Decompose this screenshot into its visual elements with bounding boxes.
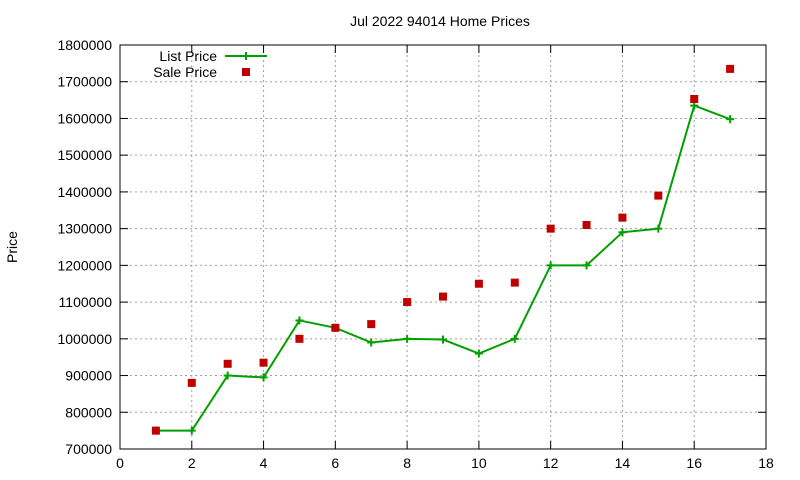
y-tick-label: 1500000 [57, 147, 112, 163]
sale-price-point [510, 278, 519, 287]
sale-price-point [331, 323, 340, 332]
sale-price-point [654, 191, 663, 200]
sale-price-point [439, 292, 447, 301]
sale-price-point [223, 359, 232, 368]
sale-price-point [582, 220, 591, 229]
sale-price-point [546, 224, 555, 233]
sale-price-point [474, 279, 483, 288]
y-tick-label: 1200000 [57, 257, 112, 273]
sale-price-point [259, 358, 268, 367]
chart-title: Jul 2022 94014 Home Prices [350, 13, 530, 29]
x-tick-label: 12 [543, 455, 559, 471]
y-axis-label: Price [4, 231, 20, 263]
series-list-price [151, 101, 735, 435]
sale-price-point [367, 320, 376, 329]
list-price-point [295, 316, 304, 325]
list-price-point [510, 334, 519, 343]
list-price-point [187, 426, 196, 435]
x-tick-label: 8 [403, 455, 411, 471]
list-price-point [726, 115, 735, 124]
x-tick-label: 10 [471, 455, 487, 471]
list-price-point [618, 228, 627, 237]
y-tick-label: 1300000 [57, 221, 112, 237]
x-tick-label: 0 [116, 455, 124, 471]
series-sale-price [151, 64, 735, 435]
list-price-point [259, 373, 268, 382]
y-tick-label: 700000 [65, 441, 112, 457]
y-tick-label: 800000 [65, 404, 112, 420]
x-tick-label: 16 [686, 455, 702, 471]
list-price-point [582, 261, 591, 270]
list-price-point [654, 224, 663, 233]
data-series [151, 64, 735, 435]
list-price-line [155, 104, 731, 432]
y-tick-label: 1600000 [57, 110, 112, 126]
sale-price-point [403, 298, 412, 307]
x-tick-label: 18 [758, 455, 774, 471]
legend-label: Sale Price [153, 64, 217, 80]
sale-price-point [187, 378, 196, 387]
axis-ticks: 700000 800000 900000 1000000 1100000 1200000 1… [57, 37, 774, 471]
x-tick-label: 6 [331, 455, 339, 471]
sale-price-point [151, 426, 160, 435]
list-price-point [439, 335, 447, 344]
legend-square-sample [242, 68, 250, 76]
sale-price-point [726, 64, 735, 73]
list-price-point [474, 349, 483, 358]
sale-price-point [618, 213, 627, 222]
list-price-point [546, 261, 555, 270]
sale-price-point [295, 334, 304, 343]
x-tick-label: 14 [615, 455, 631, 471]
list-price-point [403, 334, 412, 343]
y-tick-label: 1800000 [57, 37, 112, 53]
y-tick-label: 1100000 [59, 294, 113, 310]
x-tick-label: 2 [188, 455, 196, 471]
legend-label: List Price [159, 48, 217, 64]
grid-lines [120, 45, 766, 449]
y-tick-label: 1700000 [57, 74, 112, 90]
plot-frame [119, 44, 767, 450]
sale-price-point [690, 94, 699, 103]
x-tick-label: 4 [260, 455, 268, 471]
y-tick-label: 900000 [65, 368, 112, 384]
list-price-point [367, 338, 376, 347]
y-tick-label: 1000000 [57, 331, 112, 347]
y-tick-label: 1400000 [57, 184, 112, 200]
legend-plus-sample [242, 52, 250, 60]
list-price-point [223, 371, 232, 380]
